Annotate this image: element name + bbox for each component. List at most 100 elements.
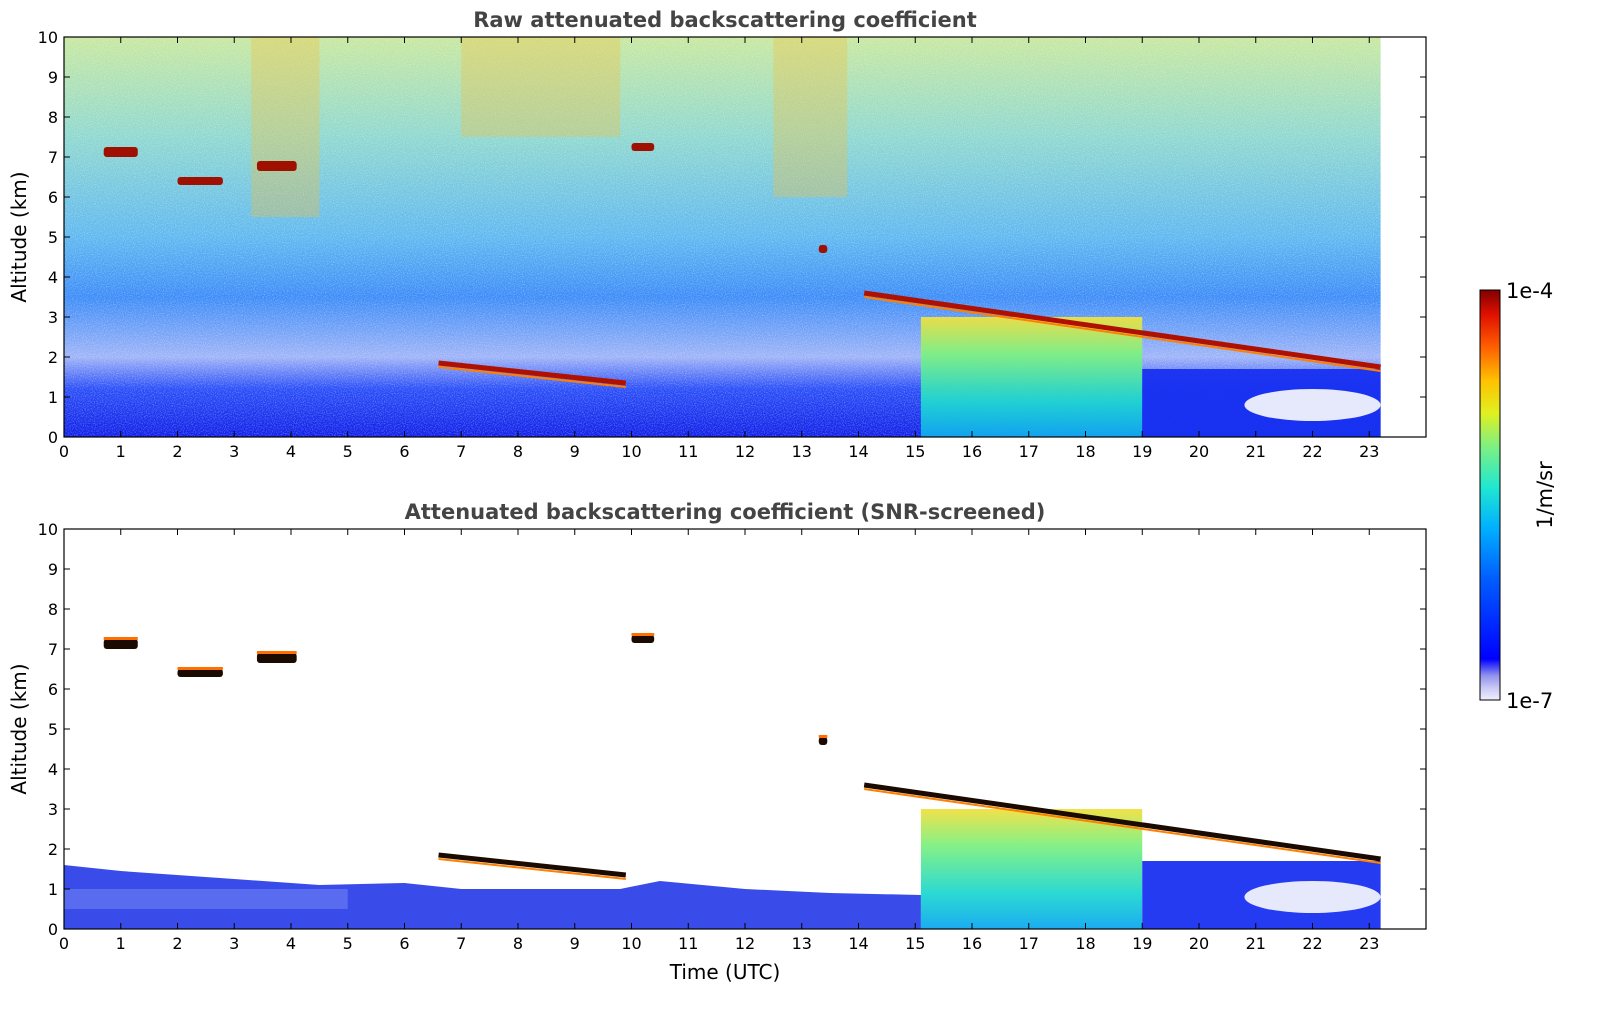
- layer-top-line: [863, 290, 1381, 370]
- x-tick-label: 13: [792, 442, 812, 461]
- y-axis-label: Altitude (km): [7, 663, 31, 794]
- x-tick-label: 11: [678, 442, 698, 461]
- x-tick-label: 8: [513, 934, 523, 953]
- x-tick-label: 20: [1189, 442, 1209, 461]
- colorbar: 1e-4 1e-7 1/m/sr: [1479, 279, 1557, 713]
- y-tick-label: 8: [48, 108, 58, 127]
- x-tick-label: 6: [399, 442, 409, 461]
- y-tick-label: 6: [48, 680, 58, 699]
- x-tick-label: 7: [456, 442, 466, 461]
- x-tick-label: 15: [905, 934, 925, 953]
- x-tick-label: 22: [1302, 442, 1322, 461]
- x-tick-label: 3: [229, 934, 239, 953]
- noise-patch: [773, 37, 848, 197]
- clear-pocket: [1244, 881, 1381, 913]
- layer-top-line: [438, 852, 627, 878]
- snr-screened-backscatter-panel: 0 1 2 3 4 5 6 7 8 9 10 11 12 13 14 15 16 17 18 19 20 21 22 2301…: [7, 500, 1427, 984]
- y-tick-label: 4: [48, 268, 58, 287]
- y-tick-label: 2: [48, 840, 58, 859]
- layer-top-edge: [864, 296, 1381, 372]
- raw-backscatter-panel: 0 1 2 3 4 5 6 7 8 9 10 11 12 13 14 15 16 17 18 19 20 21 22 2301…: [7, 8, 1427, 461]
- x-tick-label: 17: [1019, 934, 1039, 953]
- y-tick-label: 9: [48, 560, 58, 579]
- cloud-patch: [103, 639, 138, 649]
- y-tick-label: 4: [48, 760, 58, 779]
- x-tick-label: 19: [1132, 934, 1152, 953]
- x-tick-label: 9: [570, 442, 580, 461]
- x-tick-label: 1: [116, 934, 126, 953]
- cloud-patch-edge: [631, 633, 655, 636]
- heatmap-image: [64, 37, 1381, 437]
- cloud-patch: [631, 143, 655, 151]
- x-tick-label: 21: [1246, 442, 1266, 461]
- x-tick-label: 16: [962, 934, 982, 953]
- cloud-patch: [631, 635, 655, 643]
- x-tick-label: 4: [286, 442, 296, 461]
- y-tick-label: 10: [38, 520, 58, 539]
- colorbar-gradient: [1479, 289, 1501, 701]
- clear-pocket: [1244, 389, 1381, 421]
- cloud-patch: [256, 161, 297, 171]
- x-tick-label: 11: [678, 934, 698, 953]
- y-axis-label: Altitude (km): [7, 171, 31, 302]
- x-tick-label: 5: [343, 934, 353, 953]
- x-tick-label: 15: [905, 442, 925, 461]
- x-tick-label: 10: [621, 442, 641, 461]
- x-tick-label: 0: [59, 934, 69, 953]
- x-tick-label: 6: [399, 934, 409, 953]
- y-tick-label: 3: [48, 800, 58, 819]
- panel-title: Attenuated backscattering coefficient (S…: [405, 500, 1046, 524]
- layer-top-edge: [438, 858, 626, 880]
- y-tick-label: 9: [48, 68, 58, 87]
- cloud-patch: [818, 737, 828, 745]
- cloud-patch-edge: [177, 667, 223, 670]
- precipitation-region: [920, 809, 1143, 929]
- cloud-patch: [818, 245, 828, 253]
- aerosol-layer: [64, 865, 921, 929]
- y-tick-label: 0: [48, 920, 58, 939]
- x-tick-label: 13: [792, 934, 812, 953]
- x-tick-label: 19: [1132, 442, 1152, 461]
- layer-top-line: [438, 360, 627, 386]
- x-tick-label: 18: [1075, 442, 1095, 461]
- x-tick-label: 21: [1246, 934, 1266, 953]
- x-tick-label: 1: [116, 442, 126, 461]
- cloud-patch-edge: [103, 637, 138, 640]
- cloud-patch: [256, 653, 297, 663]
- x-tick-label: 5: [343, 442, 353, 461]
- precipitation-region: [920, 317, 1143, 437]
- y-tick-label: 5: [48, 228, 58, 247]
- x-tick-label: 8: [513, 442, 523, 461]
- x-tick-label: 22: [1302, 934, 1322, 953]
- colorbar-unit-label: 1/m/sr: [1533, 461, 1557, 529]
- y-tick-label: 8: [48, 600, 58, 619]
- y-tick-label: 7: [48, 148, 58, 167]
- x-tick-label: 10: [621, 934, 641, 953]
- aerosol-layer-light: [64, 889, 348, 909]
- y-tick-label: 6: [48, 188, 58, 207]
- x-tick-label: 23: [1359, 442, 1379, 461]
- y-tick-label: 2: [48, 348, 58, 367]
- x-axis-label: Time (UTC): [669, 960, 781, 984]
- x-tick-label: 12: [735, 934, 755, 953]
- cloud-patch: [177, 177, 223, 185]
- x-tick-label: 9: [570, 934, 580, 953]
- x-tick-label: 2: [172, 934, 182, 953]
- y-tick-label: 7: [48, 640, 58, 659]
- x-tick-label: 18: [1075, 934, 1095, 953]
- y-tick-label: 1: [48, 880, 58, 899]
- x-tick-label: 7: [456, 934, 466, 953]
- y-tick-label: 0: [48, 428, 58, 447]
- y-tick-label: 5: [48, 720, 58, 739]
- x-tick-label: 2: [172, 442, 182, 461]
- cloud-patch-edge: [818, 735, 828, 738]
- x-tick-label: 14: [848, 934, 868, 953]
- x-tick-label: 12: [735, 442, 755, 461]
- cloud-patch: [177, 669, 223, 677]
- heatmap-image: [64, 633, 1381, 929]
- layer-top-line: [863, 782, 1381, 862]
- noise-patch: [251, 37, 320, 217]
- colorbar-max-label: 1e-4: [1506, 279, 1553, 303]
- x-tick-label: 14: [848, 442, 868, 461]
